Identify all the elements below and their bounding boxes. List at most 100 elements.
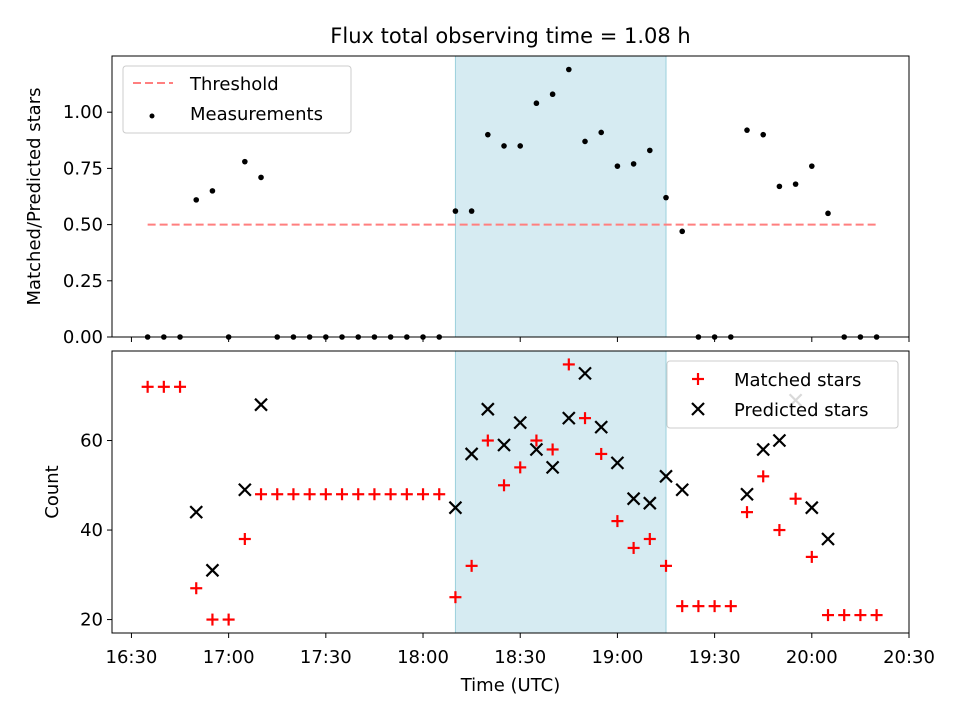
matched-point	[190, 582, 203, 595]
measurement-point	[582, 138, 588, 145]
predicted-point-b	[205, 563, 220, 578]
predicted-point	[254, 397, 268, 412]
predicted-point-b	[545, 460, 560, 475]
measurement-point	[663, 194, 669, 201]
matched-point	[789, 492, 802, 505]
matched-point	[465, 559, 478, 572]
predicted-point-b	[740, 487, 754, 502]
measurement-point	[776, 183, 783, 190]
matched-point	[433, 488, 446, 501]
predicted-point	[594, 420, 608, 434]
matched-point	[643, 533, 656, 545]
bottom-legend: Matched stars Predicted stars	[666, 360, 899, 429]
matched-point	[773, 524, 786, 537]
predicted-point	[675, 482, 689, 497]
bottom-legend-box	[666, 360, 899, 429]
predicted-point	[805, 500, 819, 515]
top-y-axis-label: Matched/Predicted stars	[24, 88, 45, 306]
predicted-point-b	[562, 411, 576, 425]
legend-predicted-swatch	[691, 402, 705, 416]
measurement-point	[209, 188, 216, 194]
matched-point	[141, 380, 154, 393]
top-y-tick-label: 0.75	[63, 158, 103, 179]
predicted-point-b	[756, 442, 770, 457]
matched-point	[627, 541, 640, 554]
predicted-point	[610, 456, 625, 470]
predicted-point-b	[254, 397, 268, 412]
matched-point	[595, 447, 608, 460]
bottom-y-tick-label: 40	[80, 520, 103, 541]
predicted-point	[205, 563, 220, 578]
predicted-point-b	[448, 500, 463, 515]
predicted-point	[659, 469, 673, 484]
matched-point	[724, 600, 737, 613]
measurement-point	[242, 158, 248, 165]
measurement-point	[679, 228, 686, 235]
legend-threshold-label: Threshold	[189, 74, 279, 95]
bottom-x-tick-label: 19:30	[689, 647, 741, 668]
matched-point	[336, 488, 349, 501]
legend-predicted-label: Predicted stars	[734, 400, 868, 421]
predicted-point	[756, 442, 770, 457]
matched-point	[611, 515, 624, 528]
predicted-point	[821, 532, 835, 546]
measurement-point	[825, 210, 831, 217]
measurement-point	[533, 100, 540, 107]
legend-x-mark-b	[691, 402, 705, 416]
matched-point	[206, 613, 219, 626]
predicted-point	[464, 447, 479, 461]
predicted-point	[529, 442, 544, 457]
matched-point	[660, 559, 673, 572]
matched-point	[822, 609, 835, 622]
predicted-point	[481, 402, 495, 416]
predicted-point	[562, 411, 576, 425]
predicted-point-b	[626, 491, 641, 506]
predicted-point	[772, 433, 787, 448]
predicted-point	[740, 487, 754, 502]
predicted-point-b	[772, 433, 787, 448]
matched-point	[400, 488, 413, 501]
matched-point	[384, 488, 397, 501]
measurement-point	[468, 208, 475, 214]
matched-point	[546, 443, 559, 456]
bottom-y-tick-label: 60	[80, 431, 103, 452]
matched-point	[676, 600, 689, 613]
matched-point	[417, 488, 430, 501]
bottom-x-tick-label: 18:00	[397, 647, 449, 668]
predicted-point	[497, 438, 511, 452]
measurement-point	[517, 143, 524, 149]
matched-point	[838, 609, 851, 622]
legend-plus-mark	[692, 373, 704, 385]
matched-stars-points	[141, 358, 883, 626]
predicted-point	[643, 496, 657, 510]
predicted-point-b	[513, 415, 527, 430]
top-y-tick-label: 0.00	[63, 327, 103, 348]
measurement-point	[485, 131, 491, 138]
legend-measurements-label: Measurements	[190, 104, 323, 125]
x-axis-label: Time (UTC)	[460, 675, 561, 696]
matched-point	[319, 488, 332, 501]
predicted-point-b	[610, 456, 625, 470]
predicted-point	[448, 500, 463, 515]
matched-point	[255, 488, 268, 501]
legend-matched-swatch	[692, 373, 704, 385]
bottom-x-tick-label: 16:30	[106, 647, 158, 668]
chart-title: Flux total observing time = 1.08 h	[330, 24, 690, 48]
predicted-point	[189, 505, 204, 519]
predicted-point	[513, 415, 527, 430]
bottom-x-tick-label: 19:00	[591, 647, 643, 668]
measurement-points	[144, 66, 880, 340]
matched-point	[870, 609, 883, 622]
predicted-point-b	[821, 532, 835, 546]
measurement-point	[501, 143, 507, 149]
measurement-point	[630, 161, 637, 167]
top-y-tick-label: 1.00	[63, 102, 103, 123]
matched-point	[692, 600, 705, 613]
top-legend: Threshold Measurements	[122, 65, 352, 134]
top-legend-box	[122, 65, 352, 134]
bottom-y-tick-label: 20	[80, 610, 103, 631]
bottom-y-ticks: 20 40 60	[80, 431, 112, 631]
matched-point	[741, 506, 754, 519]
matched-point	[352, 488, 365, 501]
